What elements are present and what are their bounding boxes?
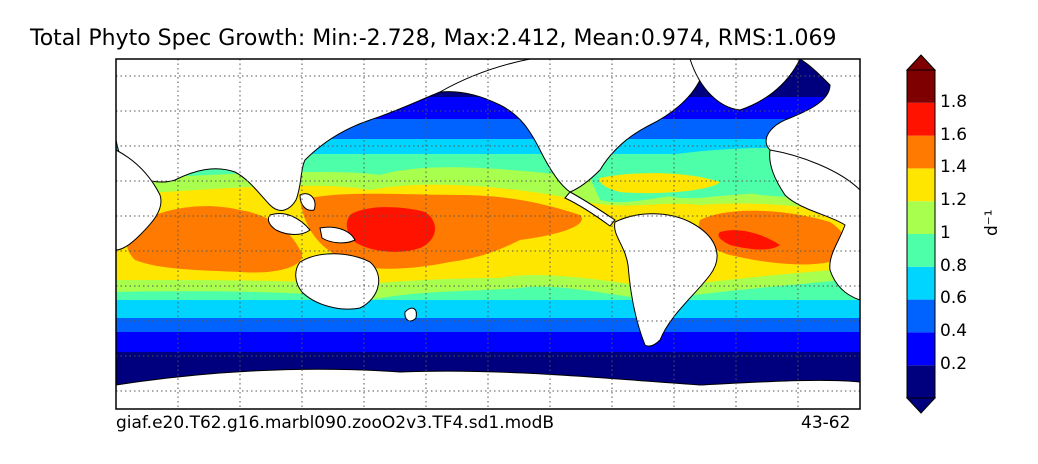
year-range-caption: 43-62 [801,413,851,433]
ocean-field [116,59,860,409]
colorbar-segment [907,70,935,103]
map-title: Total Phyto Spec Growth: Min:-2.728, Max… [30,26,837,51]
colorbar-unit-label: d⁻¹ [982,209,1002,236]
colorbar-segment [907,102,935,136]
colorbar-segment [907,135,935,169]
colorbar-segment [907,365,935,398]
colorbar-segment [907,266,935,300]
colorbar-tick-label: 1 [940,223,951,243]
colorbar-tick-label: 1.6 [940,125,968,145]
colorbar-tick-label: 1.4 [940,157,968,177]
colorbar-tick-label: 0.2 [940,354,968,374]
colorbar-tick-label: 1.8 [940,92,968,112]
land-masses [116,59,860,409]
colorbar-extend-min [905,397,937,414]
colorbar-segment [907,168,935,202]
colorbar-segment [907,201,935,234]
colorbar-tick-label: 0.6 [940,288,968,308]
colorbar-tick-label: 0.8 [940,256,968,276]
colorbar-tick-label: 0.4 [940,321,968,341]
colorbar-tick-label: 1.2 [940,190,968,210]
colorbar-segment [907,234,935,267]
colorbar-segment [907,299,935,333]
colorbar-frame [906,69,936,399]
map-frame [115,58,861,410]
colorbar-extend-max [905,54,937,71]
colorbar [905,54,937,414]
colorbar-segment [907,332,935,366]
case-name-caption: giaf.e20.T62.g16.marbl090.zooO2v3.TF4.sd… [116,413,555,433]
